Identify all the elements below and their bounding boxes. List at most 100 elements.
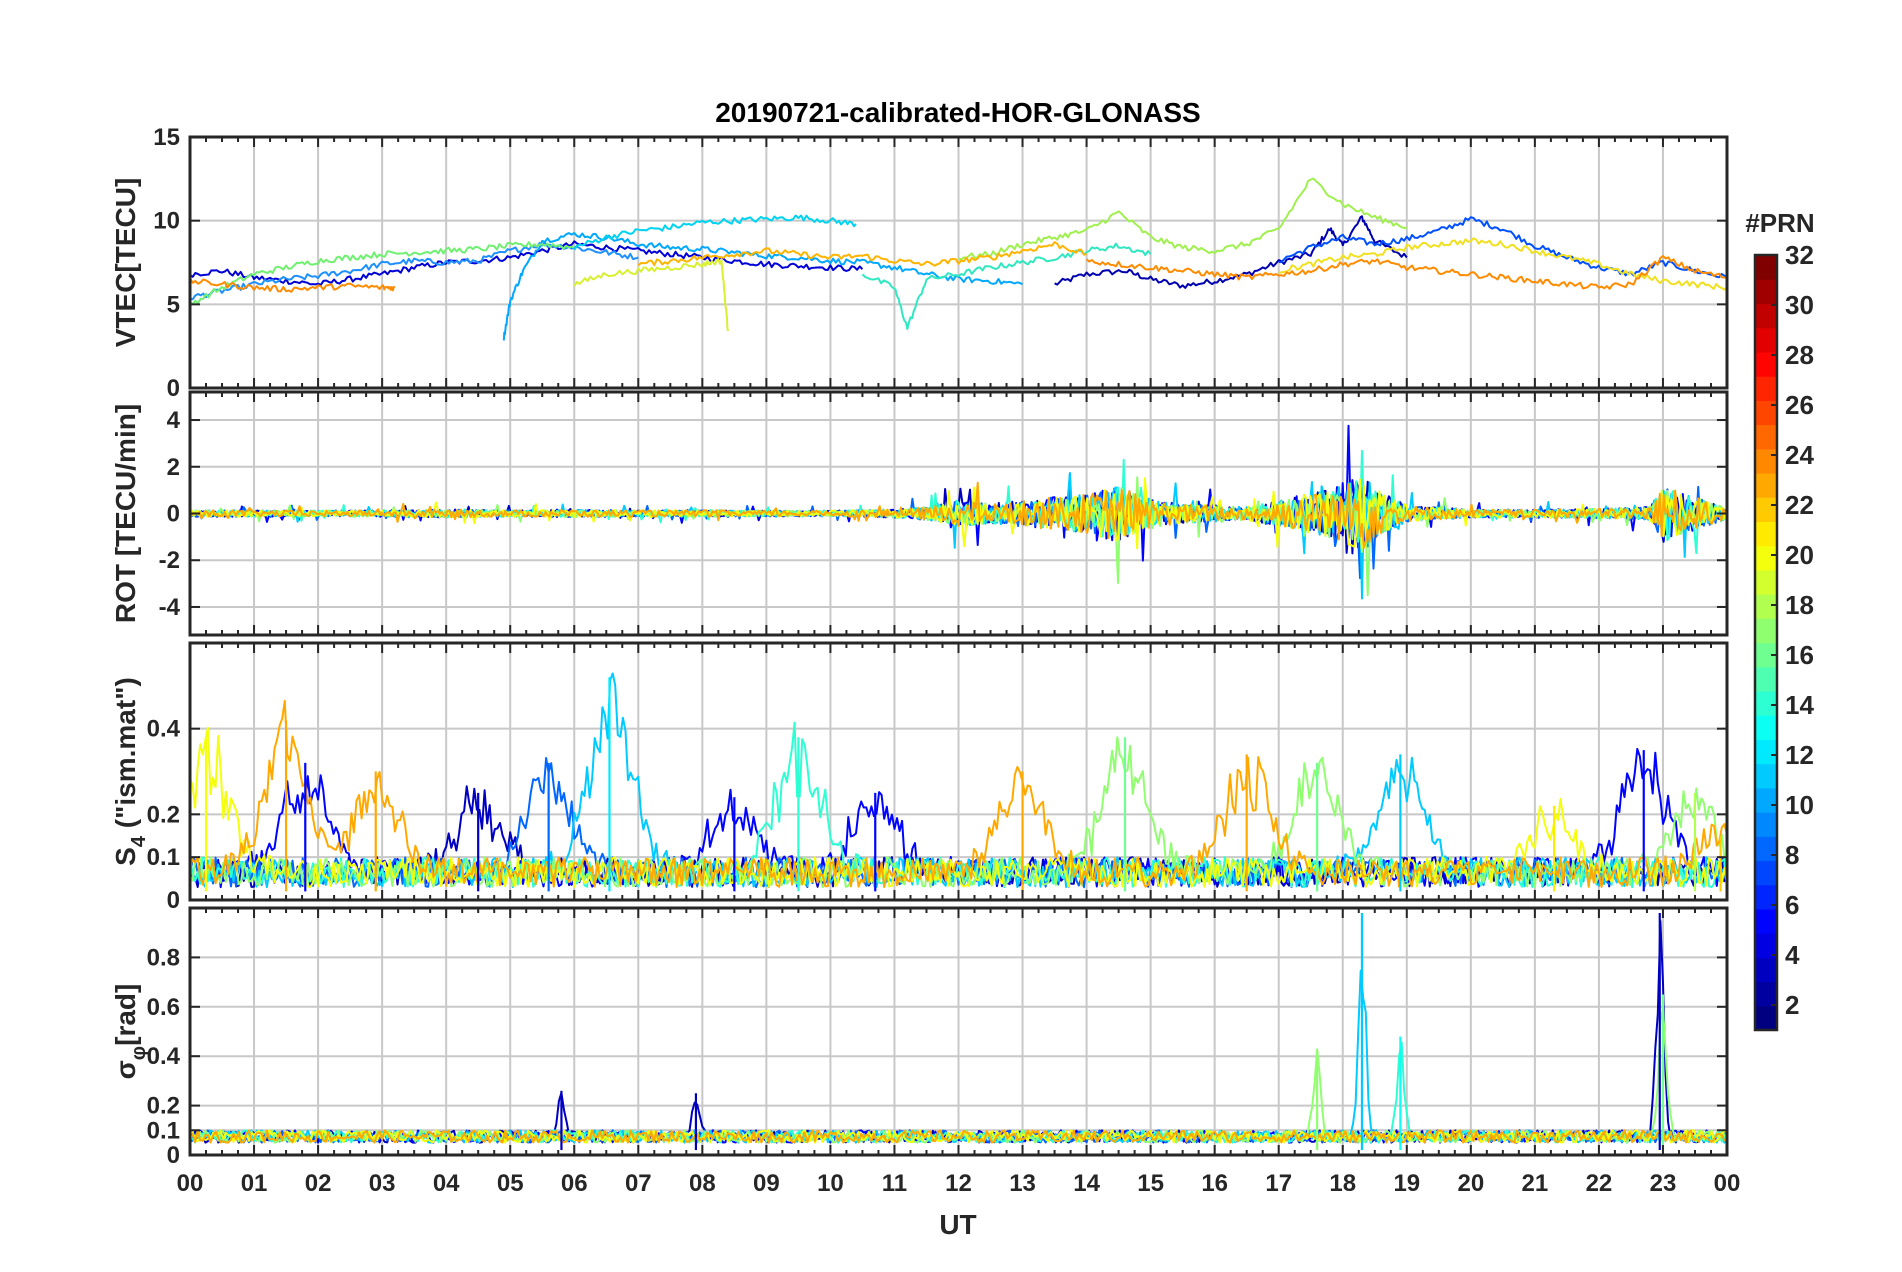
colorbar-segment: [1755, 933, 1777, 958]
colorbar-segment: [1755, 376, 1777, 401]
x-tick-label: 02: [305, 1170, 332, 1197]
x-tick-label: 04: [433, 1170, 460, 1197]
y-tick-label: -4: [159, 594, 181, 621]
vtec-series-prn-3: [190, 240, 864, 286]
x-tick-label: 19: [1393, 1170, 1420, 1197]
vtec-series-prn-22: [637, 241, 1087, 267]
y-tick-label: 15: [153, 124, 180, 151]
colorbar-tick-label: 24: [1785, 440, 1814, 470]
panel-rot: 4 2 0 -2 -4 ROT [TECU/min]: [110, 390, 1729, 637]
colorbar-segment: [1755, 957, 1777, 983]
colorbar-segment: [1755, 327, 1777, 353]
x-tick-label: 01: [241, 1170, 268, 1197]
y-label-sub: 4: [128, 835, 150, 847]
colorbar-segment: [1755, 351, 1777, 377]
colorbar-segment: [1755, 545, 1777, 571]
colorbar-tick-label: 10: [1785, 790, 1814, 820]
colorbar-segment: [1755, 642, 1777, 668]
y-tick-label: 0.1: [147, 844, 180, 871]
y-label-main: σ: [110, 1060, 141, 1079]
colorbar-segment: [1755, 981, 1777, 1007]
colorbar-segment: [1755, 787, 1777, 813]
y-tick-label: 0: [167, 887, 180, 914]
x-tick-label: 20: [1457, 1170, 1484, 1197]
colorbar-tick-label: 30: [1785, 290, 1814, 320]
y-label-sub: φ: [128, 1046, 150, 1060]
colorbar-segment: [1755, 303, 1777, 329]
colorbar-tick-label: 26: [1785, 390, 1814, 420]
colorbar: #PRN 32 30 28 26 24 22 20 18 16 14 12 10 8 6 4 2: [1745, 208, 1815, 1032]
s4-series-prn-11: [190, 672, 1727, 889]
colorbar-segment: [1755, 255, 1777, 280]
y-tick-label: 0.2: [147, 1093, 180, 1120]
x-tick-label: 18: [1329, 1170, 1356, 1197]
colorbar-segment: [1755, 569, 1777, 595]
x-tick-label: 15: [1137, 1170, 1164, 1197]
y-tick-label: 0.1: [147, 1117, 180, 1144]
x-tick-label: 08: [689, 1170, 716, 1197]
chart-title: 20190721-calibrated-HOR-GLONASS: [715, 97, 1201, 128]
x-tick-label: 05: [497, 1170, 524, 1197]
x-tick-label: 12: [945, 1170, 972, 1197]
colorbar-tick-label: 8: [1785, 840, 1799, 870]
y-tick-label: 2: [167, 454, 180, 481]
x-tick-label: 00: [1714, 1170, 1741, 1197]
panel-vtec: 15 10 5 0 VTEC[TECU]: [110, 124, 1729, 402]
x-tick-label: 21: [1522, 1170, 1549, 1197]
sigma_phi-series-prn-17: [190, 1007, 1727, 1144]
colorbar-tick-label: 2: [1785, 990, 1799, 1020]
y-tick-label: 0.4: [147, 1043, 181, 1070]
y-tick-label: 5: [167, 291, 180, 318]
x-tick-label: 06: [561, 1170, 588, 1197]
y-tick-label: -2: [159, 547, 180, 574]
y-axis-label-sigma_phi: σφ[rad]: [110, 984, 150, 1080]
y-label-rest: [rad]: [110, 984, 141, 1046]
vtec-series-prn-10: [502, 232, 1023, 341]
plot-area-rot: [190, 424, 1727, 600]
panel-s4: 0.4 0.2 0.1 0 S4 ("ism.mat"): [110, 641, 1729, 914]
x-tick-label: 09: [753, 1170, 780, 1197]
colorbar-tick-label: 6: [1785, 890, 1799, 920]
x-axis-label: UT: [939, 1209, 976, 1240]
colorbar-frame: [1753, 253, 1779, 1032]
x-tick-label: 14: [1073, 1170, 1100, 1197]
vtec-series-prn-19: [573, 258, 729, 332]
vtec-series-prn-24: [190, 277, 396, 293]
plot-area-s4: [190, 672, 1727, 892]
x-tick-label: 07: [625, 1170, 652, 1197]
colorbar-tick-label: 12: [1785, 740, 1814, 770]
y-tick-label: 0: [167, 1142, 180, 1169]
s4-series-prn-23: [190, 699, 1727, 888]
y-axis-label-s4: S4 ("ism.mat"): [110, 677, 150, 866]
vtec-series-prn-12: [573, 214, 857, 251]
colorbar-segment: [1755, 424, 1777, 450]
x-tick-label: 23: [1650, 1170, 1677, 1197]
x-tick-label: 16: [1201, 1170, 1228, 1197]
y-label-main: S: [110, 847, 141, 866]
vtec-series-prn-21: [1278, 237, 1727, 291]
x-tick-label: 11: [882, 1170, 907, 1197]
vtec-series-prn-14: [861, 242, 1152, 330]
y-tick-label: 0: [167, 375, 180, 402]
vtec-series-prn-24: [1085, 255, 1727, 290]
x-tick-label: 13: [1009, 1170, 1036, 1197]
sigma_phi-series-prn-23: [190, 1129, 1727, 1144]
colorbar-segment: [1755, 690, 1777, 716]
x-tick-label: 22: [1586, 1170, 1613, 1197]
colorbar-tick-label: 18: [1785, 590, 1814, 620]
colorbar-tick-label: 16: [1785, 640, 1814, 670]
y-label-rest: ("ism.mat"): [110, 677, 141, 836]
vtec-series-prn-8: [190, 241, 639, 301]
y-tick-label: 0.2: [147, 801, 180, 828]
colorbar-segment: [1755, 884, 1777, 910]
y-axis-label-vtec: VTEC[TECU]: [110, 178, 141, 348]
panel-sigma_phi: 0.8 0.6 0.4 0.20.10 σφ[rad]: [110, 906, 1729, 1169]
colorbar-segment: [1755, 860, 1777, 886]
colorbar-segment: [1755, 763, 1777, 789]
colorbar-tick-label: 28: [1785, 340, 1814, 370]
y-tick-label: 0.8: [147, 944, 180, 971]
plot-area-sigma_phi: [190, 912, 1727, 1151]
colorbar-segment: [1755, 618, 1777, 644]
plot-area-vtec: [190, 177, 1727, 341]
